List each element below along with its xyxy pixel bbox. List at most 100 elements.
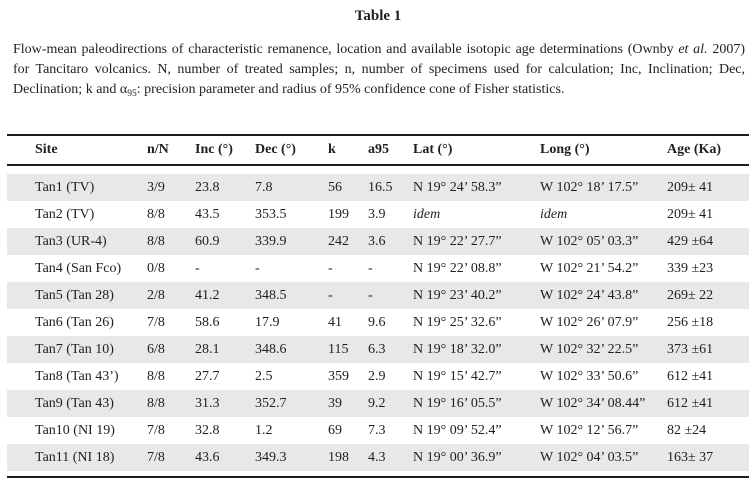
table-cell-long: W 102° 21’ 54.2” bbox=[540, 260, 639, 276]
table-header-row: Site n/N Inc (°) Dec (°) k a95 Lat (°) L… bbox=[7, 136, 749, 166]
table-cell-inc: 60.9 bbox=[195, 233, 220, 249]
table-cell-long: W 102° 05’ 03.3” bbox=[540, 233, 639, 249]
table-cell-a95: 9.6 bbox=[368, 314, 386, 330]
table-cell-lat: N 19° 16’ 05.5” bbox=[413, 395, 502, 411]
table-cell-k: 242 bbox=[328, 233, 349, 249]
table-cell-lat: N 19° 24’ 58.3” bbox=[413, 179, 502, 195]
column-header-dec: Dec (°) bbox=[255, 142, 296, 157]
table-cell-a95: 7.3 bbox=[368, 422, 386, 438]
table-cell-long: W 102° 24’ 43.8” bbox=[540, 287, 639, 303]
table-cell-dec: 349.3 bbox=[255, 449, 287, 465]
caption-alpha-subscript: 95 bbox=[127, 89, 137, 99]
table-cell-lat: N 19° 23’ 40.2” bbox=[413, 287, 502, 303]
table-cell-dec: 348.6 bbox=[255, 341, 287, 357]
table-cell-inc: 58.6 bbox=[195, 314, 220, 330]
table-cell-inc: 41.2 bbox=[195, 287, 220, 303]
caption-text-3: : precision parameter and radius of 95% … bbox=[136, 82, 565, 97]
table-cell-inc: 31.3 bbox=[195, 395, 220, 411]
table-cell-dec: 1.2 bbox=[255, 422, 273, 438]
table-cell-age: 209± 41 bbox=[667, 206, 714, 222]
table-cell-dec: 352.7 bbox=[255, 395, 287, 411]
table-cell-inc: 43.5 bbox=[195, 206, 220, 222]
table-row: Tan9 (Tan 43) 8/8 31.3 352.7 39 9.2 N 19° 16’ … bbox=[7, 390, 749, 417]
table-cell-site: Tan10 (NI 19) bbox=[35, 422, 115, 438]
table-cell-site: Tan7 (Tan 10) bbox=[35, 341, 114, 357]
table-cell-k: 69 bbox=[328, 422, 342, 438]
table-cell-long: idem bbox=[540, 206, 568, 222]
table-cell-n-n: 8/8 bbox=[147, 395, 165, 411]
table-cell-a95: - bbox=[368, 260, 373, 276]
table-cell-a95: 3.9 bbox=[368, 206, 386, 222]
table-cell-inc: - bbox=[195, 260, 200, 276]
column-header-site: Site bbox=[35, 142, 58, 157]
table-cell-long: W 102° 04’ 03.5” bbox=[540, 449, 639, 465]
table-cell-k: 39 bbox=[328, 395, 342, 411]
column-header-n-n: n/N bbox=[147, 142, 169, 157]
caption-text-1: Flow-mean paleodirections of characteris… bbox=[13, 42, 679, 57]
table-cell-k: 115 bbox=[328, 341, 349, 357]
table-cell-site: Tan1 (TV) bbox=[35, 179, 95, 195]
table-row: Tan7 (Tan 10) 6/8 28.1 348.6 115 6.3 N 19° 18’… bbox=[7, 336, 749, 363]
column-header-age: Age (Ka) bbox=[667, 142, 722, 157]
caption-alpha-symbol: α bbox=[119, 82, 128, 97]
table-cell-site: Tan4 (San Fco) bbox=[35, 260, 122, 276]
table-cell-age: 612 ±41 bbox=[667, 368, 714, 384]
table-cell-age: 269± 22 bbox=[667, 287, 714, 303]
table-cell-lat: N 19° 22’ 27.7” bbox=[413, 233, 502, 249]
table-cell-n-n: 2/8 bbox=[147, 287, 165, 303]
table-row: Tan6 (Tan 26) 7/8 58.6 17.9 41 9.6 N 19° 25’ 3… bbox=[7, 309, 749, 336]
table-caption: Flow-mean paleodirections of characteris… bbox=[13, 40, 745, 104]
table-cell-long: W 102° 33’ 50.6” bbox=[540, 368, 639, 384]
table-cell-long: W 102° 32’ 22.5” bbox=[540, 341, 639, 357]
table-cell-lat: N 19° 18’ 32.0” bbox=[413, 341, 502, 357]
column-header-inc: Inc (°) bbox=[195, 142, 233, 157]
table-row: Tan10 (NI 19) 7/8 32.8 1.2 69 7.3 N 19° 09’ 52… bbox=[7, 417, 749, 444]
table-cell-n-n: 7/8 bbox=[147, 422, 165, 438]
table-cell-dec: 2.5 bbox=[255, 368, 273, 384]
table-row: Tan2 (TV) 8/8 43.5 353.5 199 3.9 idem idem 209± … bbox=[7, 201, 749, 228]
table-cell-n-n: 7/8 bbox=[147, 314, 165, 330]
table-cell-dec: 353.5 bbox=[255, 206, 287, 222]
table-cell-long: W 102° 26’ 07.9” bbox=[540, 314, 639, 330]
table-cell-n-n: 0/8 bbox=[147, 260, 165, 276]
table-cell-k: 56 bbox=[328, 179, 342, 195]
table-cell-lat: N 19° 09’ 52.4” bbox=[413, 422, 502, 438]
table-cell-site: Tan9 (Tan 43) bbox=[35, 395, 114, 411]
table-cell-age: 82 ±24 bbox=[667, 422, 707, 438]
table-cell-age: 256 ±18 bbox=[667, 314, 714, 330]
table-cell-k: 198 bbox=[328, 449, 349, 465]
table-cell-n-n: 6/8 bbox=[147, 341, 165, 357]
table-cell-age: 429 ±64 bbox=[667, 233, 714, 249]
table-cell-n-n: 8/8 bbox=[147, 233, 165, 249]
table-cell-a95: 2.9 bbox=[368, 368, 386, 384]
table-cell-a95: 3.6 bbox=[368, 233, 386, 249]
table-row: Tan11 (NI 18) 7/8 43.6 349.3 198 4.3 N 19° 00’… bbox=[7, 444, 749, 471]
table-cell-dec: 17.9 bbox=[255, 314, 280, 330]
table-cell-age: 339 ±23 bbox=[667, 260, 714, 276]
table-cell-n-n: 3/9 bbox=[147, 179, 165, 195]
table-cell-dec: 348.5 bbox=[255, 287, 287, 303]
table-cell-long: W 102° 34’ 08.44” bbox=[540, 395, 646, 411]
table-cell-dec: 7.8 bbox=[255, 179, 273, 195]
table-row: Tan4 (San Fco) 0/8 - - - - N 19° 22’ 08.8” W 10… bbox=[7, 255, 749, 282]
column-header-k: k bbox=[328, 142, 336, 157]
table-cell-a95: 4.3 bbox=[368, 449, 386, 465]
table-cell-inc: 23.8 bbox=[195, 179, 220, 195]
column-header-long: Long (°) bbox=[540, 142, 590, 157]
table-cell-lat: N 19° 22’ 08.8” bbox=[413, 260, 502, 276]
table-cell-age: 163± 37 bbox=[667, 449, 714, 465]
column-header-a95: a95 bbox=[368, 142, 389, 157]
table-cell-inc: 43.6 bbox=[195, 449, 220, 465]
table-cell-k: - bbox=[328, 287, 333, 303]
column-header-lat: Lat (°) bbox=[413, 142, 453, 157]
table-cell-n-n: 8/8 bbox=[147, 368, 165, 384]
table-cell-k: 41 bbox=[328, 314, 342, 330]
table-cell-k: - bbox=[328, 260, 333, 276]
table-title: Table 1 bbox=[354, 8, 402, 24]
table-cell-site: Tan8 (Tan 43’) bbox=[35, 368, 119, 384]
table-cell-dec: - bbox=[255, 260, 260, 276]
table-cell-long: W 102° 12’ 56.7” bbox=[540, 422, 639, 438]
table-cell-site: Tan11 (NI 18) bbox=[35, 449, 115, 465]
table-cell-site: Tan2 (TV) bbox=[35, 206, 95, 222]
table-cell-a95: 6.3 bbox=[368, 341, 386, 357]
